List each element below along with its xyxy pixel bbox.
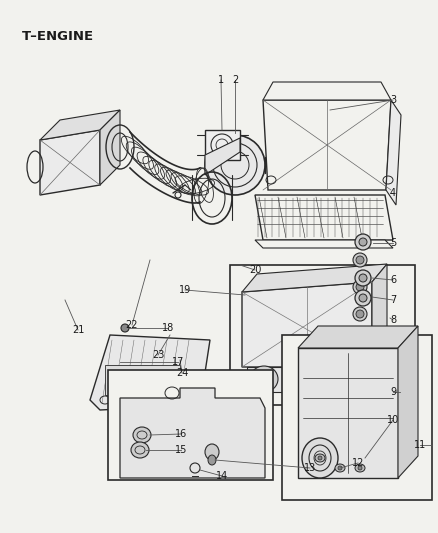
Ellipse shape bbox=[359, 294, 367, 302]
Ellipse shape bbox=[302, 438, 338, 478]
Ellipse shape bbox=[356, 256, 364, 264]
Ellipse shape bbox=[208, 455, 216, 465]
Ellipse shape bbox=[318, 456, 322, 460]
Bar bbox=[105, 365, 180, 395]
Polygon shape bbox=[242, 264, 387, 292]
Ellipse shape bbox=[315, 454, 325, 462]
Text: 23: 23 bbox=[152, 350, 164, 360]
Text: 8: 8 bbox=[390, 315, 396, 325]
Ellipse shape bbox=[356, 310, 364, 318]
Text: 22: 22 bbox=[126, 320, 138, 330]
Text: 20: 20 bbox=[249, 265, 261, 275]
Polygon shape bbox=[372, 264, 387, 367]
Text: 3: 3 bbox=[390, 95, 396, 105]
Ellipse shape bbox=[355, 270, 371, 286]
Text: 2: 2 bbox=[232, 75, 238, 85]
Ellipse shape bbox=[355, 464, 365, 472]
Ellipse shape bbox=[250, 366, 278, 392]
Bar bbox=[205, 130, 240, 160]
Polygon shape bbox=[255, 240, 393, 248]
Polygon shape bbox=[205, 138, 240, 175]
Polygon shape bbox=[398, 326, 418, 478]
Polygon shape bbox=[100, 110, 120, 185]
Polygon shape bbox=[298, 326, 418, 348]
Ellipse shape bbox=[205, 135, 265, 195]
Ellipse shape bbox=[353, 253, 367, 267]
Text: 19: 19 bbox=[179, 285, 191, 295]
Text: 14: 14 bbox=[216, 471, 228, 481]
Text: 6: 6 bbox=[390, 275, 396, 285]
Text: 18: 18 bbox=[162, 323, 174, 333]
Text: 5: 5 bbox=[390, 238, 396, 248]
Ellipse shape bbox=[353, 280, 367, 294]
Polygon shape bbox=[90, 335, 210, 410]
Ellipse shape bbox=[356, 283, 364, 291]
Ellipse shape bbox=[359, 274, 367, 282]
Text: 15: 15 bbox=[175, 445, 187, 455]
Text: 12: 12 bbox=[352, 458, 364, 468]
Ellipse shape bbox=[358, 466, 362, 470]
Ellipse shape bbox=[335, 464, 345, 472]
Polygon shape bbox=[40, 130, 100, 195]
Polygon shape bbox=[298, 348, 398, 478]
Text: T–ENGINE: T–ENGINE bbox=[22, 30, 94, 43]
Ellipse shape bbox=[205, 444, 219, 460]
Ellipse shape bbox=[353, 307, 367, 321]
Polygon shape bbox=[263, 82, 391, 100]
Text: 17: 17 bbox=[172, 357, 184, 367]
Text: 13: 13 bbox=[304, 463, 316, 473]
Bar bbox=[108, 370, 273, 480]
Bar bbox=[282, 335, 432, 500]
Ellipse shape bbox=[131, 442, 149, 458]
Text: 7: 7 bbox=[390, 295, 396, 305]
Polygon shape bbox=[40, 110, 120, 140]
Ellipse shape bbox=[355, 234, 371, 250]
Text: 4: 4 bbox=[390, 188, 396, 198]
Polygon shape bbox=[263, 100, 391, 190]
Text: 24: 24 bbox=[176, 368, 188, 378]
Polygon shape bbox=[255, 195, 393, 240]
Text: 10: 10 bbox=[387, 415, 399, 425]
Ellipse shape bbox=[121, 324, 129, 332]
Text: 21: 21 bbox=[72, 325, 84, 335]
Text: 16: 16 bbox=[175, 429, 187, 439]
Ellipse shape bbox=[359, 238, 367, 246]
Text: 11: 11 bbox=[414, 440, 426, 450]
Text: 1: 1 bbox=[218, 75, 224, 85]
Text: 9: 9 bbox=[390, 387, 396, 397]
Polygon shape bbox=[120, 388, 265, 478]
Bar bbox=[230, 265, 415, 405]
Ellipse shape bbox=[133, 427, 151, 443]
Polygon shape bbox=[386, 100, 401, 205]
Ellipse shape bbox=[355, 290, 371, 306]
Polygon shape bbox=[242, 282, 372, 367]
Polygon shape bbox=[247, 367, 282, 392]
Ellipse shape bbox=[338, 466, 342, 470]
